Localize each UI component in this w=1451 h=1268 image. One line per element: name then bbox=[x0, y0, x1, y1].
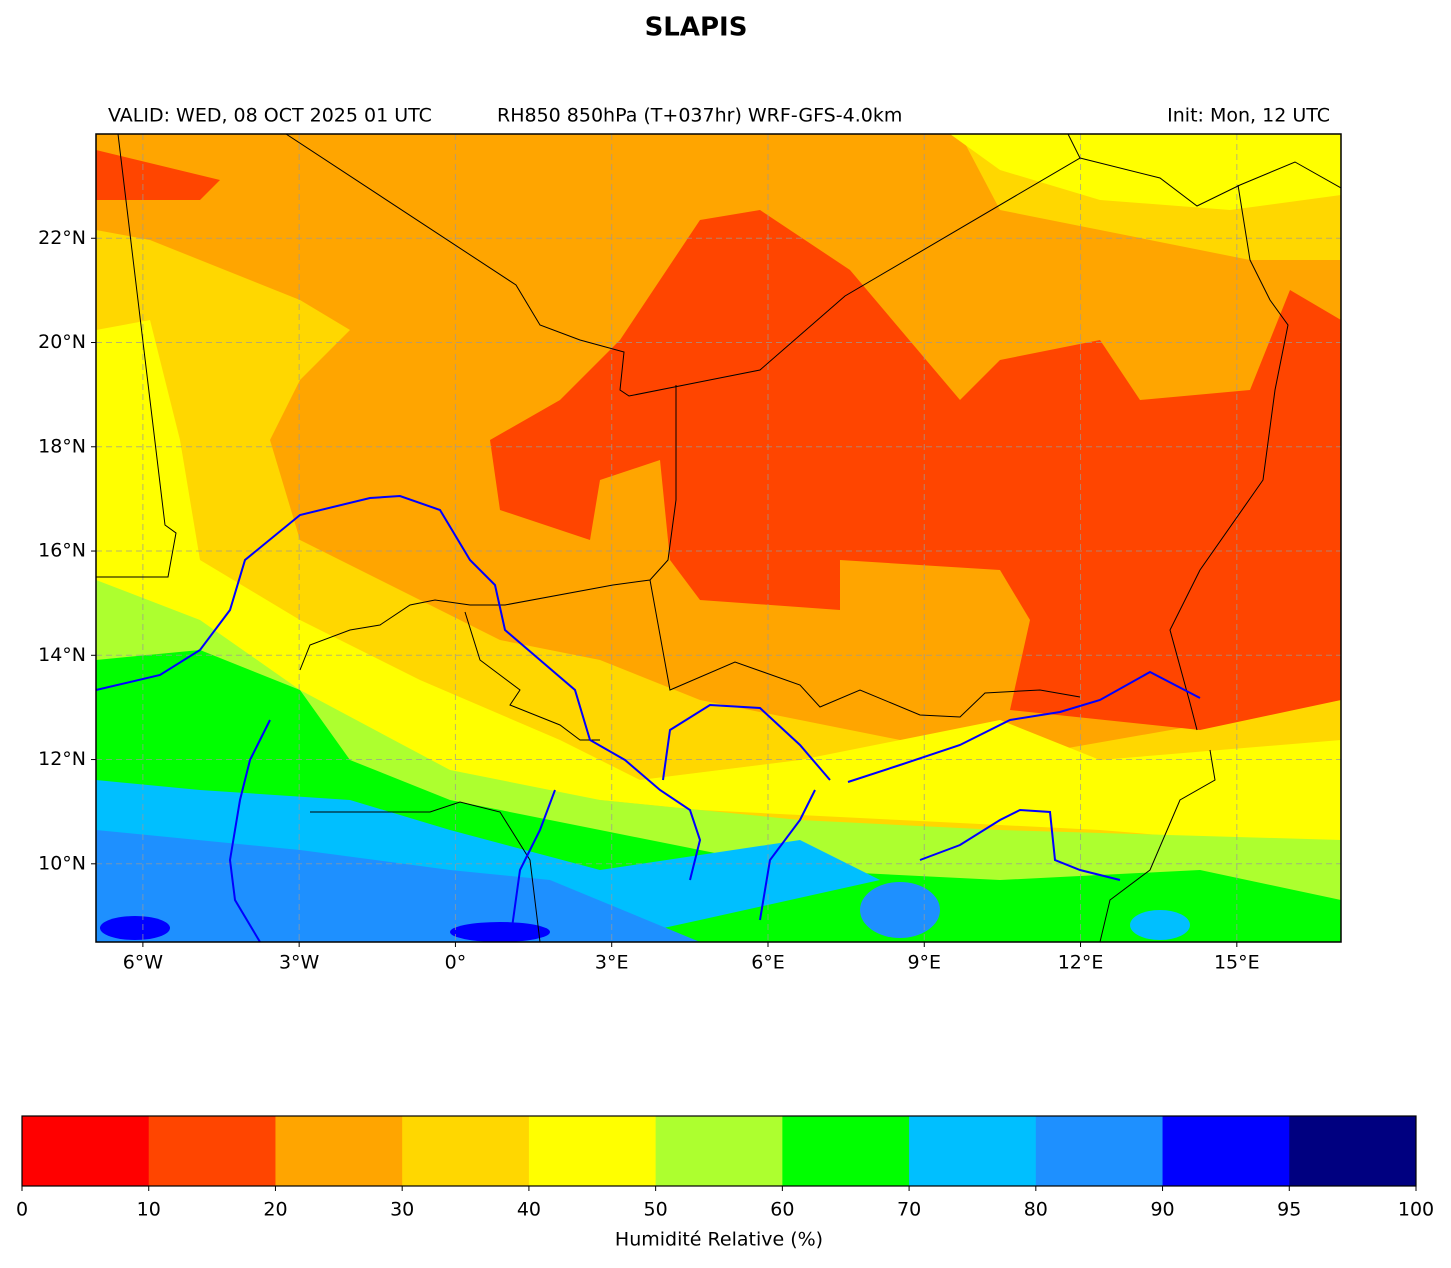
colorbar-tick-label: 70 bbox=[897, 1199, 921, 1221]
colorbar: 0 10 20 30 40 50 60 70 80 90 95 100 bbox=[16, 1115, 1434, 1221]
colorbar-segment bbox=[275, 1116, 403, 1186]
colorbar-tick-label: 100 bbox=[1398, 1199, 1434, 1221]
colorbar-label: Humidité Relative (%) bbox=[615, 1229, 823, 1251]
x-tick-label: 6°E bbox=[751, 952, 785, 974]
colorbar-tick-label: 20 bbox=[263, 1199, 287, 1221]
y-tick-label: 22°N bbox=[38, 227, 86, 249]
colorbar-segment bbox=[1035, 1116, 1164, 1186]
x-tick-label: 3°W bbox=[279, 952, 320, 974]
field-region bbox=[860, 882, 940, 938]
field-region bbox=[96, 150, 220, 200]
border bbox=[1169, 184, 1289, 731]
colorbar-tick-label: 60 bbox=[770, 1199, 794, 1221]
x-tick-label: 12°E bbox=[1058, 952, 1104, 974]
colorbar-segment bbox=[402, 1116, 530, 1186]
border bbox=[96, 134, 177, 578]
product-label: RH850 850hPa (T+037hr) WRF-GFS-4.0km bbox=[497, 105, 902, 127]
field-region bbox=[1130, 910, 1190, 940]
x-tick-label: 6°W bbox=[123, 952, 164, 974]
x-tick-label: 0° bbox=[445, 952, 467, 974]
river bbox=[509, 789, 556, 943]
river bbox=[95, 494, 702, 881]
colorbar-segment bbox=[909, 1116, 1037, 1186]
river bbox=[662, 703, 831, 781]
colorbar-frame bbox=[21, 1115, 1417, 1187]
river bbox=[847, 670, 1201, 783]
border bbox=[464, 611, 600, 741]
border bbox=[299, 385, 677, 671]
field-region bbox=[96, 320, 1341, 850]
colorbar-segment bbox=[1162, 1116, 1290, 1186]
y-tick-label: 16°N bbox=[38, 540, 86, 562]
colorbar-tick-label: 80 bbox=[1024, 1199, 1048, 1221]
colorbar-tick-label: 90 bbox=[1150, 1199, 1174, 1221]
graticule bbox=[96, 134, 1341, 942]
river bbox=[228, 719, 271, 943]
colorbar-segment bbox=[782, 1116, 910, 1186]
valid-time: VALID: WED, 08 OCT 2025 01 UTC bbox=[108, 105, 432, 127]
y-tick-label: 10°N bbox=[38, 852, 86, 874]
colorbar-tick-label: 30 bbox=[390, 1199, 414, 1221]
colorbar-tick-label: 50 bbox=[644, 1199, 668, 1221]
colorbar-tick-label: 95 bbox=[1277, 1199, 1301, 1221]
field-region bbox=[100, 916, 170, 940]
field-region bbox=[490, 210, 1341, 730]
colorbar-tick-label: 40 bbox=[517, 1199, 541, 1221]
colorbar-segment bbox=[22, 1116, 150, 1186]
river bbox=[759, 789, 816, 921]
colorbar-tick-label: 10 bbox=[137, 1199, 161, 1221]
border bbox=[649, 579, 1081, 718]
colorbar-segment bbox=[1289, 1116, 1417, 1186]
field-region bbox=[450, 922, 550, 942]
colorbar-segment bbox=[655, 1116, 783, 1186]
init-time: Init: Mon, 12 UTC bbox=[1167, 105, 1330, 127]
title: SLAPIS bbox=[645, 13, 748, 43]
rh-field bbox=[96, 134, 1341, 942]
border bbox=[1099, 749, 1216, 942]
map-ticks: 6°W 3°W 0° 3°E 6°E 9°E 12°E 15°E 10°N 12°N 14°N 16°… bbox=[38, 227, 1260, 974]
colorbar-segment bbox=[148, 1116, 276, 1186]
border bbox=[1079, 157, 1341, 207]
field-region bbox=[950, 134, 1341, 210]
x-tick-label: 15°E bbox=[1214, 952, 1260, 974]
border bbox=[285, 134, 1081, 397]
colorbar-segment bbox=[528, 1116, 657, 1186]
y-tick-label: 18°N bbox=[38, 435, 86, 457]
colorbar-tick-label: 0 bbox=[16, 1199, 28, 1221]
river bbox=[919, 808, 1121, 881]
x-tick-label: 9°E bbox=[907, 952, 941, 974]
x-tick-label: 3°E bbox=[595, 952, 629, 974]
border bbox=[310, 801, 541, 942]
y-tick-label: 20°N bbox=[38, 331, 86, 353]
map-frame bbox=[95, 133, 1342, 943]
field-region bbox=[96, 830, 700, 942]
y-tick-label: 14°N bbox=[38, 644, 86, 666]
y-tick-label: 12°N bbox=[38, 748, 86, 770]
